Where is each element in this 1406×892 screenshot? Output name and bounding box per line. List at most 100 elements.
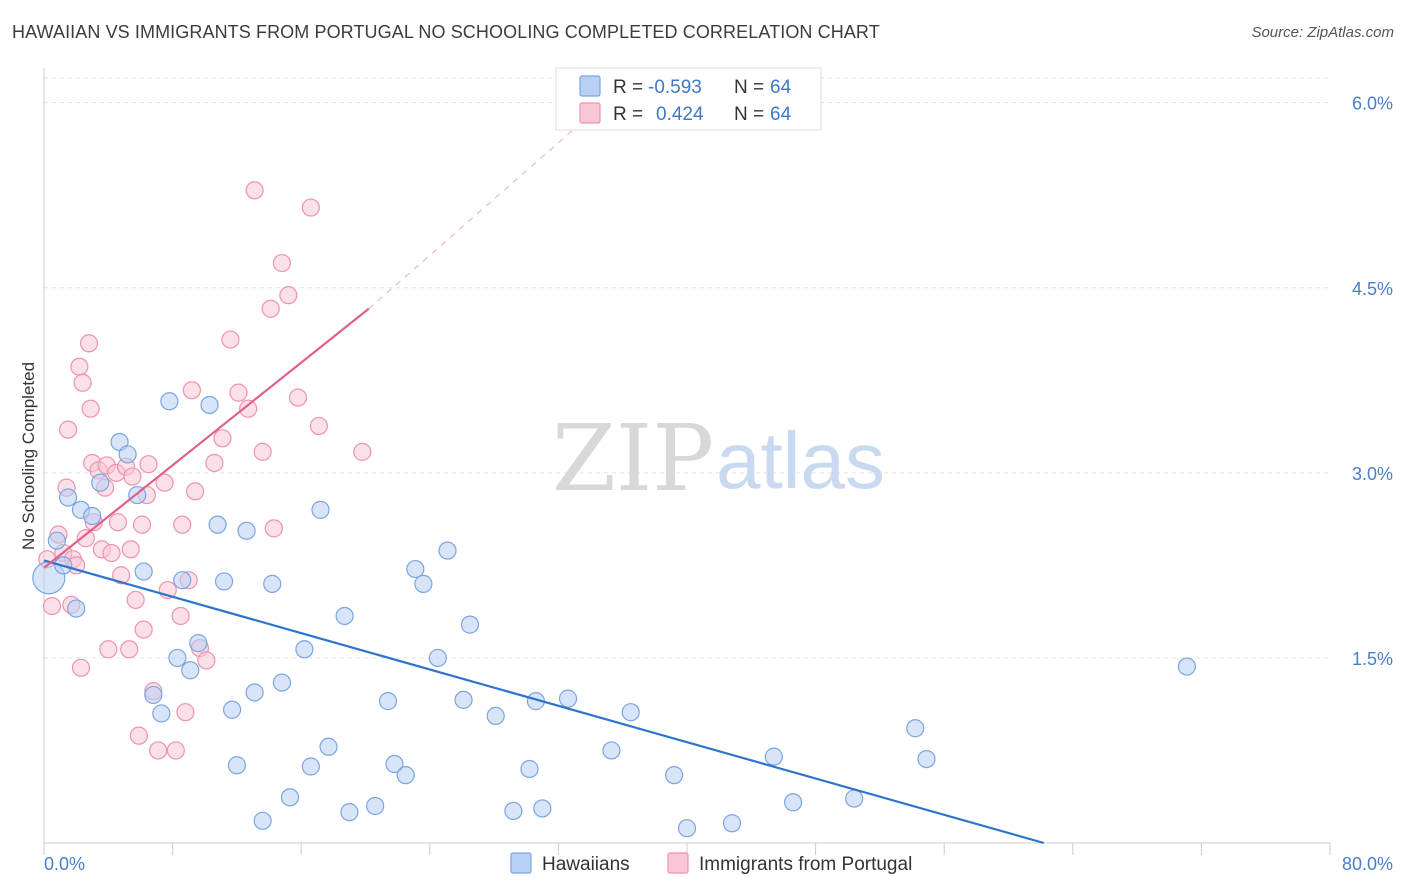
portugal-point [173, 515, 192, 534]
hawaiian-point [173, 571, 192, 590]
hawaiian-point [454, 690, 473, 709]
hawaiian-point [340, 803, 359, 822]
portugal-point [245, 181, 264, 200]
y-tick-label: 1.5% [1352, 649, 1393, 669]
bottom-legend-swatch-hawaiians [510, 852, 532, 874]
hawaiian-point [200, 395, 219, 415]
portugal-point [171, 606, 190, 626]
hawaiian-point [91, 473, 110, 492]
legend-r-value-hawaiians: -0.593 [648, 77, 702, 98]
portugal-point [213, 429, 232, 448]
x-tick-label-min: 0.0% [44, 854, 85, 874]
portugal-point [121, 540, 140, 559]
portugal-point [221, 330, 240, 349]
hawaiian-point [295, 640, 314, 659]
hawaiian-point [438, 541, 457, 560]
portugal-point [253, 442, 272, 461]
portugal-point [264, 519, 283, 538]
hawaiian-point [189, 634, 208, 653]
portugal-point [120, 640, 139, 659]
watermark-atlas: atlas [716, 416, 885, 505]
hawaiian-point [263, 574, 282, 593]
portugal-point [59, 420, 78, 439]
portugal-point [70, 357, 89, 376]
portugal-point [79, 334, 99, 353]
portugal-point [129, 726, 148, 745]
legend-top: R = -0.593 N = 64 R = 0.424 N = 64 [555, 67, 822, 131]
portugal-point [197, 651, 216, 670]
portugal-point [76, 529, 95, 548]
portugal-point [186, 482, 205, 501]
portugal-point [149, 741, 168, 760]
watermark-zip: ZIP [552, 405, 714, 512]
y-tick-label: 4.5% [1352, 279, 1393, 299]
hawaiian-point [301, 757, 320, 776]
legend-r-label-hawaiians: R = [613, 77, 643, 98]
portugal-point [239, 399, 258, 418]
portugal-point [139, 455, 158, 474]
portugal-point [102, 543, 121, 563]
hawaiian-point [414, 574, 433, 593]
hawaiian-point [428, 648, 447, 668]
legend-n-value-hawaiians: 64 [770, 77, 792, 98]
hawaiian-point [558, 689, 578, 708]
portugal-point [182, 381, 201, 400]
hawaiian-point [311, 500, 330, 519]
legend-n-value-portugal: 64 [770, 104, 792, 125]
hawaiian-point [134, 562, 153, 581]
bottom-legend-hawaiians: Hawaiians [542, 854, 630, 875]
portugal-point [288, 388, 308, 407]
hawaiian-point [677, 819, 697, 838]
legend-n-label-portugal: N = [734, 104, 764, 125]
hawaiian-point [366, 796, 385, 816]
portugal-point [112, 566, 131, 585]
portugal-point [132, 515, 152, 534]
hawaiian-point [152, 704, 171, 723]
hawaiians-trend-line [43, 559, 1045, 845]
portugal-point [73, 373, 92, 392]
hawaiian-point [335, 606, 354, 626]
hawaiian-point [460, 615, 480, 634]
hawaiian-point [208, 515, 227, 534]
hawaiian-point [83, 506, 102, 526]
hawaiian-point [906, 719, 925, 738]
portugal-point [126, 590, 145, 610]
hawaiian-point [845, 789, 864, 808]
series-hawaiians-points [32, 392, 1197, 838]
portugal-point [134, 620, 153, 639]
portugal-point [81, 399, 100, 418]
portugal-point [176, 703, 195, 722]
portugal-point [261, 299, 280, 318]
hawaiian-point [227, 756, 246, 775]
legend-bottom: Hawaiians Immigrants from Portugal [510, 852, 912, 875]
hawaiian-point [253, 811, 272, 830]
source-credit: Source: ZipAtlas.com [1251, 24, 1394, 41]
portugal-point [99, 640, 118, 659]
portugal-point [166, 741, 185, 760]
hawaiian-point [181, 661, 200, 680]
hawaiian-point [378, 692, 398, 711]
portugal-point [279, 286, 298, 305]
series-portugal-points [38, 181, 372, 760]
hawaiian-point [59, 488, 78, 507]
hawaiian-point [764, 747, 783, 766]
bottom-legend-portugal: Immigrants from Portugal [699, 854, 912, 875]
hawaiian-point [160, 392, 179, 411]
portugal-trend-extension [368, 128, 575, 310]
portugal-point [205, 453, 224, 473]
portugal-point [309, 416, 328, 436]
portugal-point [42, 596, 62, 616]
hawaiian-point [406, 559, 425, 579]
hawaiian-point [168, 648, 187, 668]
hawaiian-point [396, 766, 415, 785]
portugal-point [301, 198, 320, 217]
grid-lines [44, 77, 1330, 659]
hawaiian-point [245, 683, 264, 702]
hawaiian-point [602, 741, 621, 760]
portugal-point [155, 473, 174, 492]
hawaiian-point [319, 737, 338, 756]
hawaiian-point [520, 759, 539, 779]
bottom-legend-swatch-portugal [667, 852, 689, 874]
hawaiian-point [533, 799, 552, 818]
